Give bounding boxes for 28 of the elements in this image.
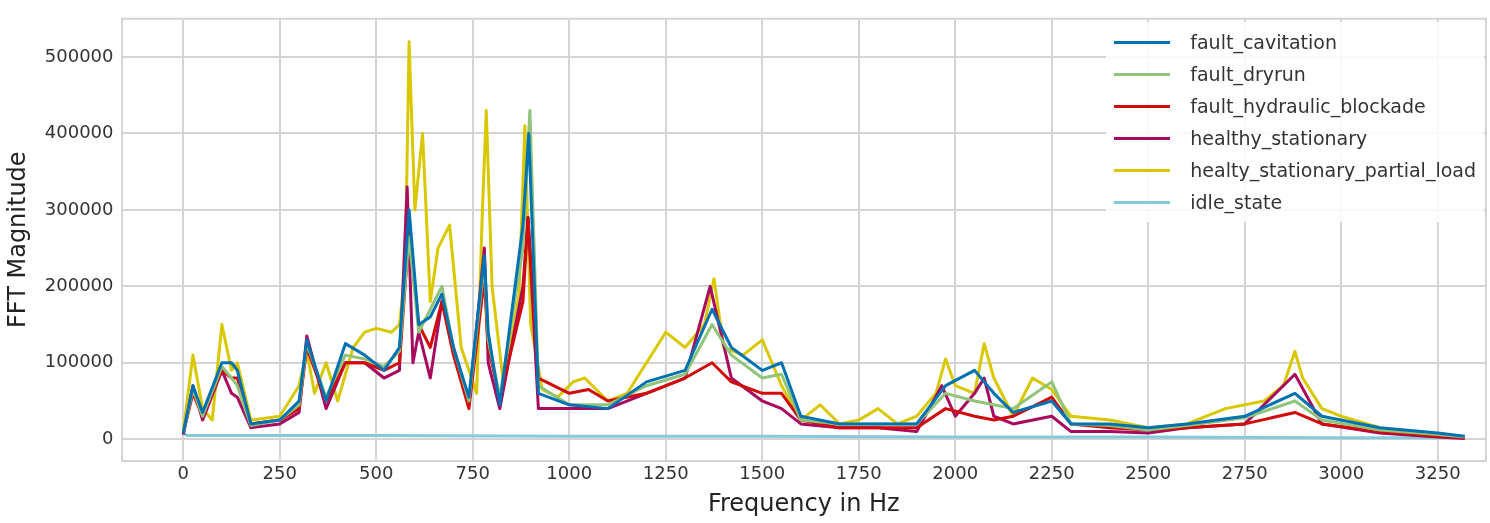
x-tick-label: 1250 — [642, 462, 689, 484]
legend-label: fault_cavitation — [1190, 31, 1337, 53]
legend-label: idle_state — [1190, 191, 1283, 213]
x-tick-label: 1500 — [739, 462, 786, 484]
x-tick-label: 3000 — [1318, 462, 1365, 484]
x-tick-label: 1000 — [546, 462, 593, 484]
legend-label: healthy_stationary — [1190, 127, 1368, 149]
y-tick-label: 500000 — [44, 44, 114, 66]
x-tick-label: 0 — [177, 462, 189, 484]
x-tick-label: 2250 — [1028, 462, 1075, 484]
y-tick-label: 200000 — [44, 274, 114, 295]
x-tick-label: 2500 — [1125, 462, 1172, 484]
y-tick-label: 400000 — [44, 121, 114, 143]
x-axis-title: Frequency in Hz — [707, 488, 900, 517]
y-tick-label: 0 — [102, 426, 114, 448]
x-tick-label: 750 — [455, 462, 490, 484]
x-tick-label: 250 — [262, 462, 297, 484]
x-tick-label: 1750 — [835, 462, 882, 484]
y-axis-title: FFT Magnitude — [2, 151, 31, 329]
y-tick-label: 100000 — [44, 350, 114, 372]
x-tick-label: 3250 — [1414, 462, 1461, 484]
y-tick-label: 300000 — [44, 197, 114, 219]
x-tick-label: 2750 — [1221, 462, 1268, 484]
x-tick-label: 2000 — [932, 462, 979, 484]
legend-label: fault_hydraulic_blockade — [1190, 95, 1426, 117]
x-tick-label: 500 — [359, 462, 394, 484]
legend-label: healty_stationary_partial_load — [1190, 159, 1476, 181]
legend-label: fault_dryrun — [1190, 63, 1306, 85]
